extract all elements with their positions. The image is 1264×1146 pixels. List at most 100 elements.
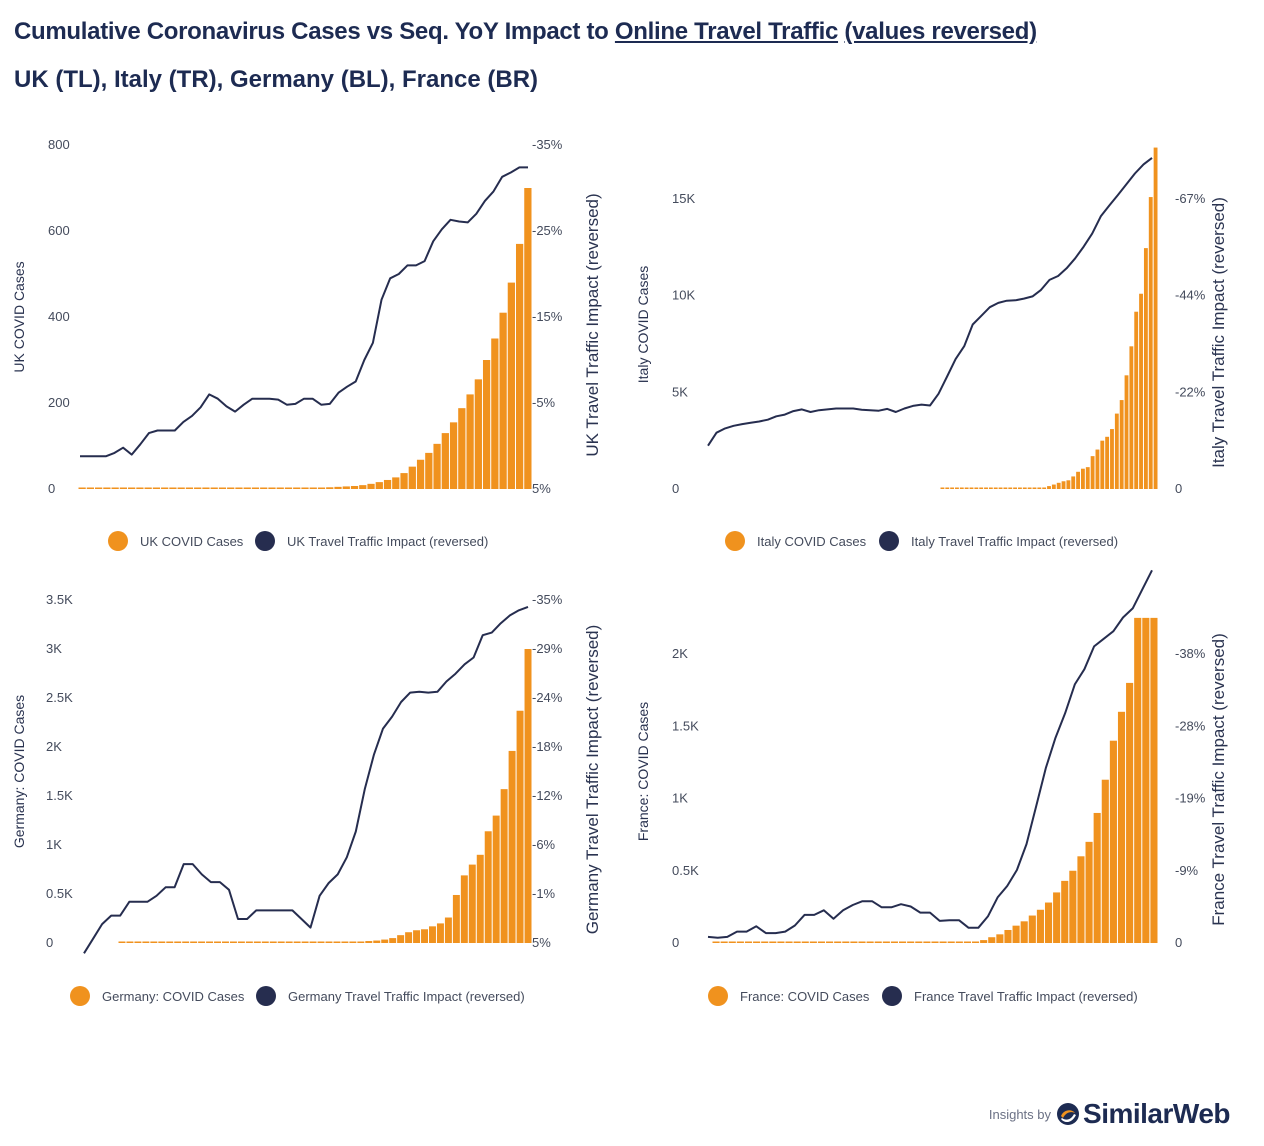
germany-bar [484, 831, 492, 943]
germany-legend-cases-label[interactable]: Germany: COVID Cases [102, 989, 245, 1004]
uk-bar [169, 487, 177, 489]
germany-bar [421, 929, 428, 943]
uk-bar [185, 487, 194, 489]
france-bar [1053, 892, 1061, 943]
france-bar [1061, 880, 1069, 943]
france-bar [744, 941, 753, 943]
france-bar [1101, 779, 1109, 943]
france-bar [858, 941, 866, 943]
germany-bar [436, 923, 444, 943]
france-bar [769, 941, 777, 943]
france-bar [728, 941, 736, 943]
germany-bar [405, 932, 413, 943]
france-bar [890, 941, 899, 943]
france-bar [793, 941, 801, 943]
germany-bar [150, 941, 158, 943]
france-bar [1036, 909, 1044, 943]
uk-bar [326, 487, 334, 489]
italy-traffic-line [707, 157, 1153, 447]
germany-bar [413, 930, 421, 943]
uk-legend-traffic-swatch [255, 531, 275, 551]
uk-bar [474, 379, 482, 489]
germany-bar [126, 941, 134, 943]
title-link-reversed[interactable]: (values reversed) [844, 18, 1037, 45]
germany-bar [444, 917, 452, 943]
germany-bar [373, 940, 381, 943]
italy-ytick: 5K [672, 384, 688, 399]
france-bar [753, 941, 761, 943]
italy-y2tick: -44% [1175, 288, 1206, 303]
uk-bar [491, 338, 499, 489]
germany-bar [166, 941, 174, 943]
uk-ytick: 200 [48, 395, 70, 410]
italy-bar [993, 487, 998, 489]
germany-bar [269, 941, 277, 943]
uk-bar [276, 487, 284, 489]
italy-legend-traffic-label[interactable]: Italy Travel Traffic Impact (reversed) [911, 534, 1118, 549]
uk-bar [482, 360, 491, 489]
france-bar [947, 941, 955, 943]
germany-bar [309, 941, 317, 943]
italy-y-axis-label: Italy COVID Cases [635, 266, 651, 383]
germany-bar [492, 815, 500, 943]
uk-bar [309, 487, 317, 489]
title-link-traffic[interactable]: Online Travel Traffic [614, 18, 839, 45]
france-bar [996, 934, 1004, 943]
uk-bar [86, 487, 95, 489]
uk-bar [128, 487, 136, 489]
uk-y-axis-label: UK COVID Cases [11, 261, 27, 372]
italy-bar [1129, 346, 1134, 489]
uk-bar [243, 487, 251, 489]
france-bar [1004, 929, 1012, 943]
uk-bar [293, 487, 301, 489]
germany-y2tick: -29% [532, 641, 563, 656]
germany-bar [460, 875, 468, 943]
uk-legend-cases-label[interactable]: UK COVID Cases [140, 534, 244, 549]
italy-bar [1124, 375, 1129, 489]
uk-bar [144, 487, 152, 489]
italy-legend-traffic-swatch [879, 531, 899, 551]
france-bar [874, 941, 882, 943]
germany-bar [214, 941, 221, 943]
similarweb-logo: Insights by SimilarWeb [989, 1098, 1231, 1130]
germany-y-axis-label: Germany: COVID Cases [11, 695, 27, 848]
france-ytick: 0.5K [672, 863, 699, 878]
germany-bar [198, 941, 206, 943]
france-y2tick: -38% [1175, 646, 1206, 661]
italy-bar [974, 487, 979, 489]
france-bar [939, 941, 947, 943]
uk-bar [218, 487, 227, 489]
uk-bar [515, 243, 524, 489]
germany-bar [206, 941, 214, 943]
france-ytick: 1K [672, 791, 688, 806]
france-bar [1142, 617, 1150, 943]
italy-legend-cases-label[interactable]: Italy COVID Cases [757, 534, 867, 549]
germany-bar [333, 941, 341, 943]
uk-y2tick: -25% [532, 223, 563, 238]
france-legend-cases-label[interactable]: France: COVID Cases [740, 989, 870, 1004]
uk-legend-traffic-label[interactable]: UK Travel Traffic Impact (reversed) [287, 534, 488, 549]
france-bar [955, 941, 963, 943]
germany-legend-traffic-label[interactable]: Germany Travel Traffic Impact (reversed) [288, 989, 525, 1004]
germany-bar [476, 854, 484, 943]
uk-bar [119, 487, 128, 489]
uk-bar [284, 487, 293, 489]
germany-bar [293, 941, 301, 943]
germany-bar [468, 864, 476, 943]
germany-ytick: 1K [46, 837, 62, 852]
uk-y2tick: -35% [532, 137, 563, 152]
france-bar [907, 941, 915, 943]
france-y2tick: -19% [1175, 791, 1206, 806]
france-bar [1020, 921, 1028, 943]
france-bar [923, 941, 931, 943]
italy-bar [979, 487, 984, 489]
france-bar [720, 941, 728, 943]
france-bar [1109, 740, 1117, 943]
italy-bar [1153, 147, 1158, 489]
italy-bar [1090, 456, 1095, 489]
france-legend-traffic-label[interactable]: France Travel Traffic Impact (reversed) [914, 989, 1138, 1004]
italy-bar [988, 487, 993, 489]
italy-bar [1066, 480, 1071, 489]
germany-bar [222, 941, 229, 943]
uk-ytick: 800 [48, 137, 70, 152]
